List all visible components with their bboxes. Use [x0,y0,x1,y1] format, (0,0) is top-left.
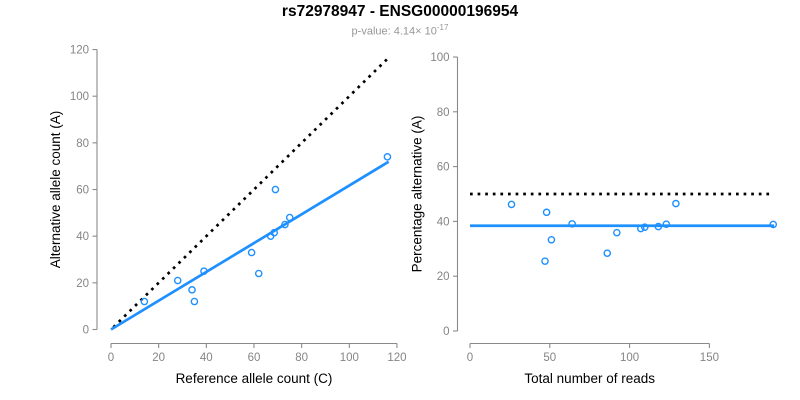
y-tick-label: 20 [76,278,89,290]
y-tick-label: 100 [70,91,89,103]
data-point [270,228,279,237]
x-axis-label: Reference allele count (C) [176,371,333,386]
data-point [383,153,392,161]
data-point [640,223,649,231]
y-tick-label: 120 [70,45,89,57]
data-point [603,249,612,257]
x-tick-label: 100 [340,352,359,364]
x-tick-label: 50 [543,352,556,364]
x-tick-label: 120 [387,352,406,364]
x-tick-label: 60 [248,352,261,364]
data-point [140,297,149,306]
y-tick-label: 80 [76,138,89,150]
data-point [200,267,208,275]
data-point [281,220,289,229]
p-value-exponent: -17 [436,23,449,32]
data-point [285,213,294,222]
figure-title: rs72978947 - ENSG00000196954 [281,3,519,20]
y-tick-label: 60 [437,162,450,174]
x-axis-label: Total number of reads [524,371,655,386]
data-point [547,235,556,244]
data-point [507,200,516,209]
data-point [541,257,549,265]
y-tick-label: 0 [83,325,89,337]
data-point [613,228,621,237]
x-tick-label: 0 [108,352,114,364]
x-tick-label: 150 [700,352,719,364]
x-tick-label: 20 [152,352,165,364]
data-point [542,208,551,217]
y-tick-label: 40 [76,231,89,243]
y-tick-label: 40 [437,216,450,228]
y-axis-label: Alternative allele count (A) [48,111,63,269]
y-tick-label: 80 [437,107,450,119]
y-axis-label: Percentage alternative (A) [410,116,425,273]
y-tick-label: 100 [430,52,449,64]
data-point [188,286,196,294]
x-tick-label: 0 [467,352,473,364]
y-tick-label: 60 [76,185,89,197]
data-point [662,220,671,228]
data-point [173,276,182,285]
data-point [568,220,576,228]
figure-subtitle: p-value: 4.14× 10-17 [0,23,800,38]
x-tick-label: 100 [620,352,639,364]
panel-left: 0 20 40 60 80 100 120 Reference allele count (C… [48,45,407,386]
p-value-text: p-value: 4.14× 10 [351,25,437,38]
x-tick-label: 40 [200,352,213,364]
data-point [769,220,778,229]
y-tick-label: 0 [443,326,449,338]
data-point [190,297,199,306]
panel-right: 0 50 100 150 Total number of reads 0 20 40 60 80 1… [410,52,778,386]
data-point [672,199,680,208]
data-point [654,222,663,231]
identity-line [112,55,391,329]
x-tick-label: 80 [295,352,308,364]
fit-line [110,160,390,331]
data-point [271,185,280,194]
data-point [247,248,256,257]
y-tick-label: 20 [437,271,450,283]
data-point [254,269,263,278]
data-point [636,224,645,233]
